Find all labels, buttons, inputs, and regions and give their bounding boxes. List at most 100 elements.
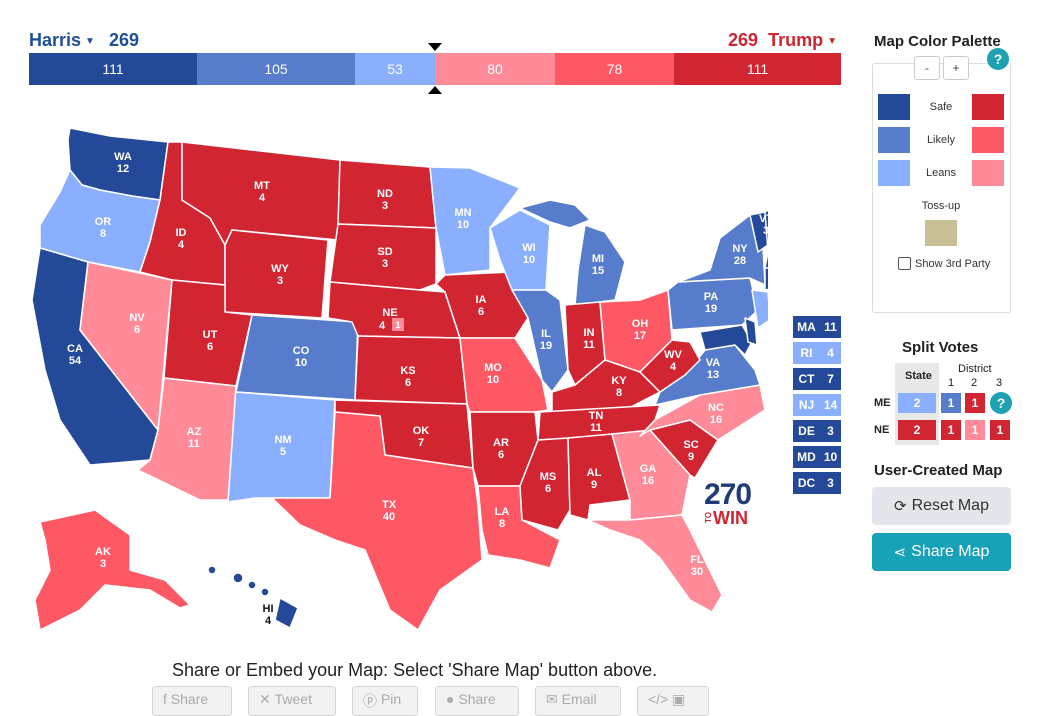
me-state-cell[interactable]: 2 — [898, 393, 936, 413]
swatch-lean-dem[interactable] — [878, 160, 910, 186]
state-MD[interactable] — [699, 324, 753, 356]
us-electoral-map: WA 12 OR 8 CA 54 NV 6 ID 4 MT 4 WY 3 UT … — [31, 127, 768, 631]
label-abbr-SC: SC — [683, 439, 698, 451]
state-MO[interactable] — [459, 337, 549, 413]
label-ev-MT: 4 — [259, 192, 266, 204]
trump-candidate[interactable]: 269 Trump ▼ — [728, 30, 841, 51]
label-abbr-MS: MS — [540, 471, 557, 483]
image-icon: ▣ — [668, 691, 686, 707]
zoom-in-button[interactable]: + — [943, 56, 969, 80]
me-district-2-cell[interactable]: 1 — [965, 393, 985, 413]
state-IL[interactable] — [511, 289, 569, 393]
label-ev-AL: 9 — [591, 479, 597, 491]
zoom-out-button[interactable]: - — [914, 56, 940, 80]
swatch-safe-rep[interactable] — [972, 94, 1004, 120]
embed-button[interactable]: </> ▣ — [637, 686, 709, 716]
small-state-MA[interactable]: MA 11 — [793, 316, 841, 338]
state-MI-UP[interactable] — [519, 199, 591, 229]
state-CT[interactable] — [764, 267, 768, 291]
swatch-lean-rep[interactable] — [972, 160, 1004, 186]
label-ev-AK: 3 — [100, 558, 106, 570]
third-party-toggle[interactable]: Show 3rd Party — [898, 257, 990, 270]
ne-district-2-cell[interactable]: 1 — [965, 420, 985, 440]
small-state-abbr: MA — [797, 320, 816, 334]
label-abbr-IN: IN — [584, 327, 595, 339]
label-ev-NC: 16 — [710, 414, 722, 426]
split-votes-help-icon[interactable]: ? — [990, 392, 1012, 414]
swatch-likely-dem[interactable] — [878, 127, 910, 153]
state-AK[interactable] — [34, 509, 191, 631]
facebook-icon: f — [163, 691, 171, 707]
tweet-label: Tweet — [274, 691, 312, 707]
label-abbr-WI: WI — [522, 242, 535, 254]
harris-candidate[interactable]: Harris ▼ 269 — [29, 30, 139, 51]
label-abbr-MN: MN — [454, 207, 471, 219]
label-abbr-WA: WA — [114, 151, 132, 163]
state-VT[interactable] — [749, 211, 768, 253]
label-ev-GA: 16 — [642, 475, 654, 487]
refresh-icon: ⟳ — [894, 498, 907, 515]
ne-state-cell[interactable]: 2 — [898, 420, 936, 440]
swatch-likely-rep[interactable] — [972, 127, 1004, 153]
ne-district-1-cell[interactable]: 1 — [941, 420, 961, 440]
twitter-tweet-button[interactable]: ✕ Tweet — [248, 686, 336, 716]
label-abbr-MO: MO — [484, 362, 502, 374]
state-FL[interactable] — [587, 514, 723, 613]
state-MN[interactable] — [429, 166, 521, 276]
label-abbr-NC: NC — [708, 402, 724, 414]
label-abbr-CO: CO — [293, 345, 310, 357]
swatch-safe-dem[interactable] — [878, 94, 910, 120]
small-state-CT[interactable]: CT 7 — [793, 368, 841, 390]
reddit-share-label: Share — [458, 691, 496, 707]
ne-district-3-cell[interactable]: 1 — [990, 420, 1010, 440]
facebook-share-button[interactable]: f Share — [152, 686, 232, 716]
small-state-ev: 10 — [823, 450, 838, 464]
state-DE[interactable] — [744, 317, 758, 346]
midpoint-marker-top — [428, 43, 442, 51]
reset-map-button[interactable]: ⟳ Reset Map — [872, 487, 1011, 525]
label-abbr-FL: FL — [690, 554, 704, 566]
small-state-abbr: DE — [798, 424, 815, 438]
label-abbr-AZ: AZ — [187, 426, 202, 438]
state-SD[interactable] — [329, 223, 437, 291]
label-ev-ND: 3 — [382, 200, 388, 212]
me-district-1-cell[interactable]: 1 — [941, 393, 961, 413]
third-party-checkbox[interactable] — [898, 257, 911, 270]
270towin-logo[interactable]: 270 TO WIN — [700, 478, 760, 530]
pinterest-pin-button[interactable]: ⓟ Pin — [352, 686, 418, 716]
small-state-MD[interactable]: MD 10 — [793, 446, 841, 468]
small-state-NJ[interactable]: NJ 14 — [793, 394, 841, 416]
swatch-tossup[interactable] — [925, 220, 957, 246]
ne-row-label: NE — [874, 424, 890, 436]
label-ev-FL: 30 — [691, 566, 703, 578]
state-TX[interactable] — [271, 411, 483, 631]
state-HI[interactable] — [207, 565, 299, 629]
state-IA[interactable] — [435, 271, 529, 339]
label-abbr-UT: UT — [203, 329, 218, 341]
x-icon: ✕ — [259, 691, 275, 707]
state-WV[interactable] — [639, 339, 701, 393]
small-state-RI[interactable]: RI 4 — [793, 342, 841, 364]
label-ev-MI: 15 — [592, 265, 604, 277]
label-ev-KY: 8 — [616, 387, 622, 399]
label-ev-WA: 12 — [117, 163, 129, 175]
label-abbr-MI: MI — [592, 253, 604, 265]
harris-name: Harris — [29, 30, 82, 50]
email-button[interactable]: ✉ Email — [535, 686, 621, 716]
label-ev-CO: 10 — [295, 357, 307, 369]
palette-help-icon[interactable]: ? — [987, 48, 1009, 70]
share-map-button[interactable]: ⋖ Share Map — [872, 533, 1011, 571]
logo-win: WIN — [713, 508, 748, 528]
safe-label: Safe — [929, 101, 953, 113]
harris-total: 269 — [108, 30, 139, 50]
label-abbr-AR: AR — [493, 437, 509, 449]
small-state-DE[interactable]: DE 3 — [793, 420, 841, 442]
small-state-ev: 3 — [827, 476, 834, 490]
small-state-DC[interactable]: DC 3 — [793, 472, 841, 494]
district-num-3: 3 — [996, 377, 1003, 389]
reddit-share-button[interactable]: ● Share — [435, 686, 519, 716]
state-NJ[interactable] — [751, 289, 768, 329]
state-NH[interactable] — [764, 205, 768, 253]
state-MI[interactable] — [574, 224, 626, 306]
label-abbr-SD: SD — [377, 246, 392, 258]
